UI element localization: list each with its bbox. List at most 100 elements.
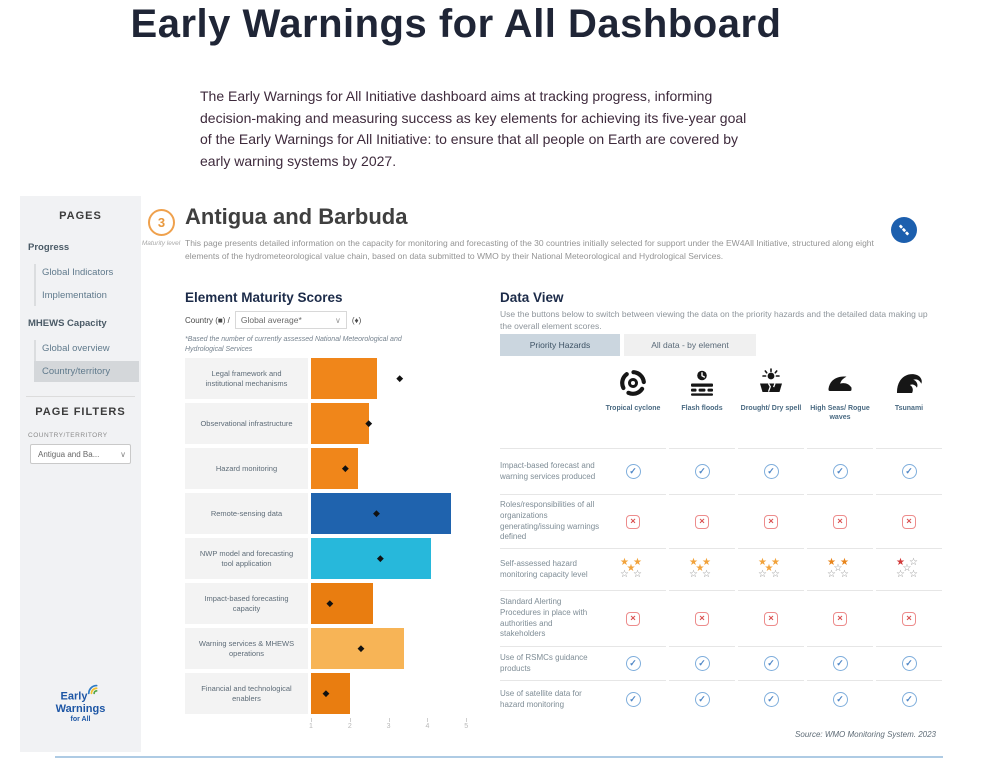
global-average-marker: ◆: [372, 508, 380, 518]
country-series-legend: Country (■) /: [185, 315, 230, 325]
table-cell: ×: [738, 590, 804, 646]
star-outline-icon: ☆: [633, 568, 642, 580]
axis-tick-mark: [311, 718, 312, 722]
country-page-description: This page presents detailed information …: [185, 238, 874, 261]
page-bottom-divider: [55, 756, 943, 758]
maturity-level-label: Maturity level: [141, 240, 181, 247]
star-outline-icon: ☆: [702, 568, 711, 580]
sidebar: PAGES Progress Global Indicators Impleme…: [20, 196, 141, 752]
chart-category-label: Impact-based forecasting capacity: [185, 583, 308, 624]
chart-row: NWP model and forecasting tool applicati…: [185, 538, 505, 579]
table-cell: ✓: [807, 646, 873, 680]
star-filled-icon: ★: [620, 556, 629, 568]
check-icon: ✓: [763, 656, 779, 671]
cross-icon: ×: [833, 611, 847, 626]
chart-category-label: NWP model and forecasting tool applicati…: [185, 538, 308, 579]
chart-category-label: Legal framework and institutional mechan…: [185, 358, 308, 399]
table-row-label: Impact-based forecast and warning servic…: [500, 448, 600, 494]
flash-floods-icon: [669, 366, 735, 398]
star-rating: ★ ★ ★ ☆ ☆: [620, 556, 646, 582]
axis-tick-label: 3: [386, 723, 391, 730]
data-view-title: Data View: [500, 290, 564, 305]
maturity-bar[interactable]: [311, 583, 374, 624]
cross-icon: ×: [764, 611, 778, 626]
cross-icon: ×: [764, 514, 778, 529]
global-average-marker: ◆: [376, 553, 384, 563]
table-cell: ★ ★ ★ ☆ ☆: [669, 548, 735, 590]
chart-row: Observational infrastructure ◆: [185, 403, 505, 444]
table-cell: ✓: [738, 680, 804, 718]
star-filled-icon: ★: [840, 556, 849, 568]
star-outline-icon: ☆: [771, 568, 780, 580]
check-icon: ✓: [763, 464, 779, 479]
logo-line: Warnings: [55, 703, 106, 716]
star-filled-icon: ★: [695, 562, 705, 574]
comparison-dropdown-value: Global average*: [240, 315, 302, 325]
sidebar-item-implementation[interactable]: Implementation: [42, 290, 107, 301]
source-note: Source: WMO Monitoring System. 2023: [795, 730, 936, 739]
star-filled-icon: ★: [689, 556, 698, 568]
check-icon: ✓: [832, 656, 848, 671]
hazard-column-header: Flash floods: [669, 366, 735, 413]
global-average-marker: ◆: [365, 418, 373, 428]
priority-hazards-button[interactable]: Priority Hazards: [500, 334, 620, 356]
star-outline-icon: ☆: [689, 568, 698, 580]
global-average-marker: ◆: [322, 688, 330, 698]
sidebar-group-mhews-capacity: MHEWS Capacity: [28, 318, 107, 329]
axis-tick-mark: [388, 718, 390, 722]
sidebar-group-progress: Progress: [28, 242, 70, 253]
chevron-down-icon: ∨: [334, 315, 341, 325]
hazard-column-header: High Seas/ Rogue waves: [807, 366, 873, 422]
logo-line: for All: [70, 715, 91, 723]
chart-row: Impact-based forecasting capacity ◆: [185, 583, 505, 624]
star-rating: ★ ★ ☆ ☆ ☆: [827, 556, 853, 582]
star-outline-icon: ☆: [833, 562, 843, 574]
cross-icon: ×: [695, 514, 709, 529]
sidebar-item-country-territory[interactable]: Country/territory: [34, 361, 139, 382]
star-rating: ★ ★ ★ ☆ ☆: [758, 556, 784, 582]
maturity-bar[interactable]: [311, 673, 350, 714]
star-filled-icon: ★: [827, 556, 836, 568]
cross-icon: ×: [833, 514, 847, 529]
table-cell: ★ ☆ ☆ ☆ ☆: [876, 548, 942, 590]
maturity-level-badge: 3: [148, 209, 175, 236]
maturity-bar[interactable]: [311, 448, 358, 489]
hazard-label: Tropical cyclone: [605, 405, 661, 412]
maturity-bar-chart: Legal framework and institutional mechan…: [185, 358, 505, 718]
chart-footnote: *Based the number of currently assessed …: [185, 336, 402, 353]
maturity-bar[interactable]: [311, 538, 432, 579]
table-cell: ★ ★ ☆ ☆ ☆: [807, 548, 873, 590]
table-cell: ✓: [876, 646, 942, 680]
star-rating: ★ ☆ ☆ ☆ ☆: [896, 556, 922, 582]
check-icon: ✓: [901, 656, 917, 671]
maturity-bar[interactable]: [311, 493, 451, 534]
country-territory-dropdown[interactable]: Antigua and Ba... ∨: [30, 444, 131, 464]
table-cell: ★ ★ ★ ☆ ☆: [738, 548, 804, 590]
cross-icon: ×: [902, 611, 916, 626]
star-outline-icon: ☆: [827, 568, 836, 580]
comparison-dropdown[interactable]: Global average* ∨: [234, 311, 347, 329]
table-row-label: Standard Alerting Procedures in place wi…: [500, 590, 600, 646]
element-maturity-scores-title: Element Maturity Scores: [185, 290, 343, 305]
chart-category-label: Remote-sensing data: [185, 493, 308, 534]
maturity-bar[interactable]: [311, 358, 377, 399]
satellite-button[interactable]: [891, 217, 917, 243]
tsunami-icon: [876, 366, 942, 398]
maturity-bar[interactable]: [311, 628, 405, 669]
table-cell: ✓: [669, 448, 735, 494]
table-cell: ×: [876, 590, 942, 646]
star-filled-icon: ★: [896, 556, 905, 568]
sidebar-item-global-indicators[interactable]: Global Indicators: [42, 267, 114, 278]
table-cell: ×: [807, 494, 873, 548]
table-row-label: Roles/responsibilities of all organizati…: [500, 494, 600, 548]
sidebar-pages-title: PAGES: [59, 210, 102, 222]
star-outline-icon: ☆: [620, 568, 629, 580]
maturity-bar[interactable]: [311, 403, 370, 444]
sidebar-item-global-overview[interactable]: Global overview: [42, 343, 110, 354]
table-row-label: Use of satellite data for hazard monitor…: [500, 680, 600, 718]
table-cell: ✓: [807, 680, 873, 718]
global-average-marker: ◆: [341, 463, 349, 473]
star-filled-icon: ★: [771, 556, 780, 568]
cross-icon: ×: [902, 514, 916, 529]
all-data-by-element-button[interactable]: All data - by element: [624, 334, 756, 356]
